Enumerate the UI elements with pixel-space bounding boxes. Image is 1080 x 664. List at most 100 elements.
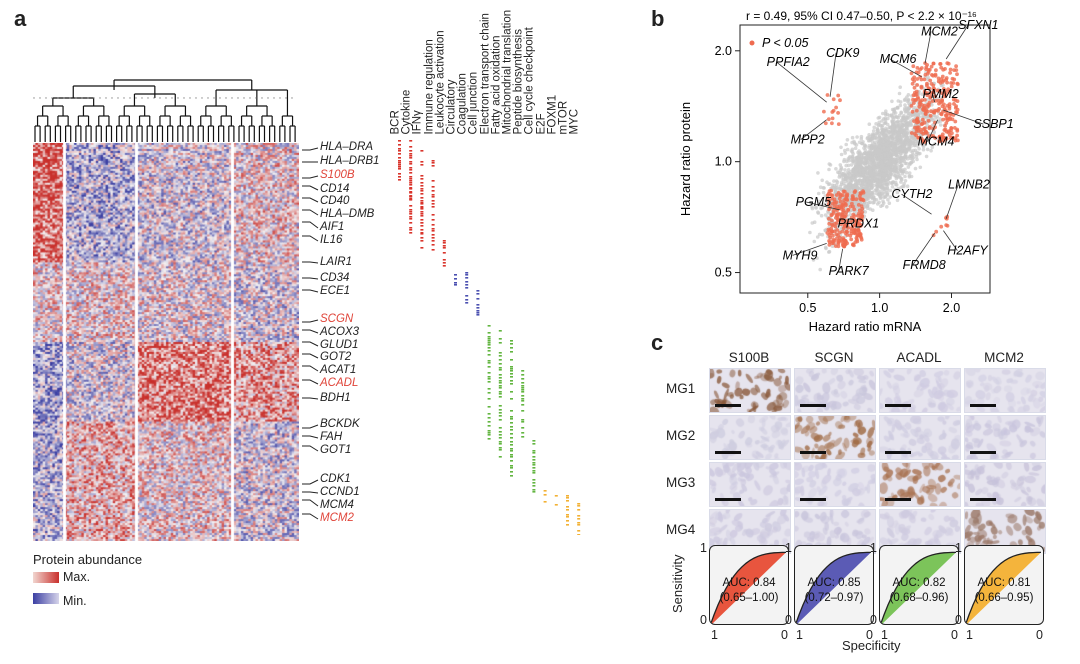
pathway-tick [510, 370, 513, 372]
pathway-tick [498, 456, 502, 458]
pathway-tick [487, 425, 491, 427]
pathway-tick [566, 509, 569, 511]
pathway-tick [409, 199, 413, 201]
y-tick-label: 2.0 [715, 44, 732, 58]
y-tick-label: 0.5 [715, 266, 732, 280]
pathway-tick [420, 229, 424, 231]
pathway-tick [398, 153, 401, 155]
pathway-tick [487, 338, 491, 340]
pathway-tick [409, 187, 413, 189]
roc-curve-panel: AUC: 0.84 (0.65–1.00) [709, 545, 789, 625]
pathway-tick [431, 196, 435, 198]
scale-bar [715, 498, 741, 501]
correlation-annotation: r = 0.49, 95% CI 0.47–0.50, P < 2.2 × 10… [746, 9, 977, 23]
pathway-tick [409, 153, 413, 155]
point-label: PMM2 [923, 87, 959, 101]
pathway-tick [476, 298, 480, 300]
pathway-tick [398, 176, 401, 178]
pathway-tick [398, 160, 401, 162]
protein-heatmap [33, 143, 299, 541]
point-label: FRMD8 [903, 258, 946, 272]
pathway-tick [420, 182, 424, 184]
pathway-tick [431, 165, 435, 167]
pathway-tick [487, 342, 491, 344]
scale-bar [800, 404, 826, 407]
legend-swatch-max [33, 572, 59, 583]
pathway-tick [487, 406, 491, 408]
roc-tick: 0 [955, 613, 962, 627]
gene-label: FAH [320, 431, 343, 443]
pathway-tick [510, 460, 513, 462]
pathway-tick [398, 173, 401, 175]
pathway-tick [476, 310, 480, 312]
pathway-tick [498, 363, 502, 365]
pathway-tick [398, 162, 401, 164]
roc-tick: 1 [711, 628, 718, 642]
pathway-tick [454, 284, 457, 286]
roc-curve-panel: AUC: 0.85 (0.72–0.97) [794, 545, 874, 625]
pathway-tick [409, 227, 413, 229]
pathway-tick [487, 336, 491, 338]
pathway-tick [398, 150, 401, 152]
roc-tick: 1 [785, 541, 792, 555]
pathway-tick [465, 281, 469, 283]
pathway-tick [431, 228, 435, 230]
pathway-tick [431, 200, 435, 202]
pathway-tick [532, 479, 536, 481]
pathway-tick [398, 168, 401, 170]
pathway-tick [498, 385, 502, 387]
pathway-tick [487, 350, 491, 352]
pathway-tick [577, 524, 581, 526]
pathway-tick [420, 200, 424, 202]
pathway-tick [498, 369, 502, 371]
pathway-tick [409, 192, 413, 194]
pathway-tick [420, 208, 424, 210]
pathway-tick [510, 433, 513, 435]
pathway-tick [409, 222, 413, 224]
point-label: MYH9 [783, 248, 818, 262]
pathway-tick [498, 380, 502, 382]
pathway-tick [510, 380, 513, 382]
pathway-tick [409, 196, 413, 198]
pathway-tick [420, 232, 424, 234]
pathway-tick [431, 190, 435, 192]
pathway-tick [431, 203, 435, 205]
pathway-tick [521, 389, 525, 391]
auc-ci: (0.65–1.00) [719, 592, 779, 604]
pathway-label: MYC [568, 108, 581, 135]
pathway-tick [409, 176, 413, 178]
scatter-points [807, 61, 960, 272]
pathway-tick [554, 495, 558, 497]
auc-ci: (0.72–0.97) [804, 592, 864, 604]
pathway-tick [521, 419, 525, 421]
pathway-tick [398, 148, 401, 150]
point-label: MCM2 [921, 24, 958, 38]
pathway-tick [487, 381, 491, 383]
pathway-tick [487, 332, 491, 334]
pathway-tick [566, 506, 569, 508]
y-tick-label: 1.0 [715, 155, 732, 169]
pathway-tick [521, 436, 525, 438]
pathway-tick [543, 501, 547, 503]
auc-value: AUC: 0.85 [807, 577, 861, 589]
pathway-tick [487, 362, 491, 364]
pathway-tick [577, 505, 581, 507]
pathway-tick [431, 219, 435, 221]
pathway-tick [498, 405, 502, 407]
pathway-tick [409, 216, 413, 218]
gene-label: ACADL [320, 377, 359, 389]
roc-tick: 0 [951, 628, 958, 642]
point-label: PGM5 [796, 195, 831, 209]
point-label: CYTH2 [892, 187, 933, 201]
pathway-tick [521, 427, 525, 429]
pathway-tick [532, 462, 536, 464]
pathway-tick [442, 262, 446, 264]
pathway-tick [566, 514, 569, 516]
pathway-tick [498, 396, 502, 398]
pathway-tick [498, 427, 502, 429]
pathway-tick [420, 197, 424, 199]
pathway-tick [498, 434, 502, 436]
gene-label: HLA–DRA [320, 141, 374, 153]
pathway-tick [510, 454, 513, 456]
pathway-tick [498, 367, 502, 369]
